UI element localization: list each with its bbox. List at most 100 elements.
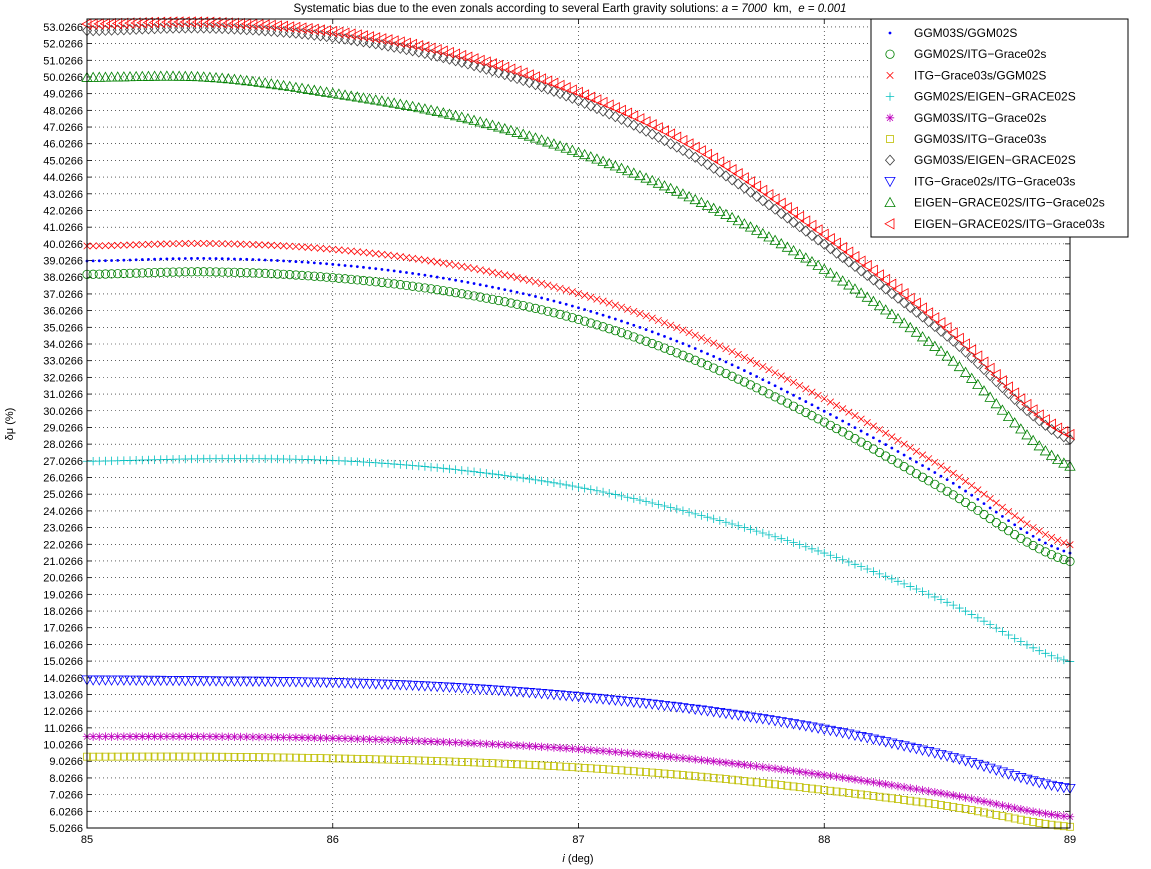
data-point — [789, 378, 798, 386]
legend-marker — [884, 196, 896, 207]
data-point — [413, 681, 425, 692]
data-point — [278, 269, 289, 279]
data-point — [302, 677, 314, 688]
data-point — [451, 757, 460, 766]
data-point — [906, 444, 914, 452]
data-point — [340, 734, 350, 743]
data-point — [636, 767, 644, 776]
data-point — [122, 258, 126, 262]
data-point — [787, 719, 800, 730]
data-point — [224, 732, 233, 741]
data-point — [771, 369, 779, 377]
data-point — [253, 676, 265, 688]
data-point — [844, 774, 854, 783]
data-point — [346, 274, 356, 284]
data-point — [148, 675, 161, 687]
data-point — [621, 164, 634, 176]
data-point — [249, 240, 257, 249]
data-point — [333, 26, 344, 39]
data-point — [764, 389, 774, 399]
data-point — [110, 259, 113, 262]
data-point — [337, 263, 341, 267]
data-point — [519, 741, 528, 750]
data-point — [540, 296, 544, 300]
data-point — [131, 732, 141, 741]
data-point — [138, 732, 147, 741]
data-point — [1052, 453, 1064, 465]
legend-label: GGM02S/ITG−Grace02s — [914, 47, 1046, 61]
data-point — [1050, 544, 1053, 548]
data-point — [380, 267, 384, 271]
data-point — [973, 807, 982, 816]
data-point — [463, 466, 473, 476]
data-point — [896, 450, 900, 453]
data-point — [1059, 822, 1068, 831]
data-point — [605, 765, 614, 774]
data-point — [101, 752, 110, 761]
data-point — [308, 677, 320, 688]
data-point — [276, 259, 279, 262]
title-e-variable: e — [798, 3, 804, 15]
data-point — [421, 256, 429, 264]
data-point — [469, 291, 479, 301]
data-point — [736, 366, 740, 370]
data-point — [577, 306, 580, 310]
data-point — [1051, 422, 1063, 434]
data-point — [715, 516, 725, 525]
data-point — [580, 764, 589, 772]
data-point — [734, 350, 742, 359]
data-point — [671, 185, 683, 196]
y-tick-label: 53.0266 — [43, 22, 83, 34]
data-point — [959, 338, 970, 350]
data-point — [1010, 634, 1019, 643]
data-point — [906, 582, 915, 591]
data-point — [648, 750, 657, 760]
data-point — [844, 557, 854, 567]
data-point — [531, 761, 540, 770]
data-point — [240, 18, 252, 30]
data-point — [549, 478, 559, 488]
data-point — [163, 240, 171, 248]
data-point — [567, 313, 577, 323]
legend-item: ITG−Grace03s/GGM02S — [886, 68, 1046, 82]
data-point — [629, 494, 638, 503]
data-point — [666, 503, 675, 512]
y-tick-label: 35.0266 — [43, 322, 83, 334]
data-point — [556, 762, 564, 771]
data-point — [1015, 423, 1027, 434]
data-point — [382, 679, 394, 691]
data-point — [892, 292, 904, 304]
data-point — [865, 432, 869, 436]
data-point — [622, 116, 633, 128]
data-point — [648, 498, 657, 508]
data-point — [892, 312, 904, 324]
data-point — [869, 422, 877, 430]
data-point — [918, 798, 927, 807]
data-point — [339, 89, 351, 100]
data-point — [320, 677, 333, 689]
data-point — [247, 676, 259, 687]
data-point — [636, 310, 644, 318]
data-point — [518, 301, 528, 311]
data-point — [439, 464, 448, 473]
data-point — [751, 190, 762, 202]
data-point — [626, 321, 630, 325]
data-point — [506, 298, 516, 308]
data-point — [942, 790, 952, 799]
data-point — [709, 363, 719, 373]
data-point — [107, 752, 116, 761]
data-point — [859, 429, 863, 433]
data-point — [105, 675, 118, 686]
data-point — [554, 690, 566, 701]
data-point — [550, 283, 558, 291]
data-point — [591, 102, 602, 115]
data-point — [640, 698, 652, 710]
data-point — [847, 422, 851, 426]
data-point — [97, 259, 101, 263]
data-point — [855, 255, 866, 267]
data-point — [667, 321, 675, 329]
data-point — [458, 262, 466, 270]
data-point — [439, 757, 448, 766]
data-point — [744, 221, 757, 232]
data-point — [1053, 653, 1062, 663]
